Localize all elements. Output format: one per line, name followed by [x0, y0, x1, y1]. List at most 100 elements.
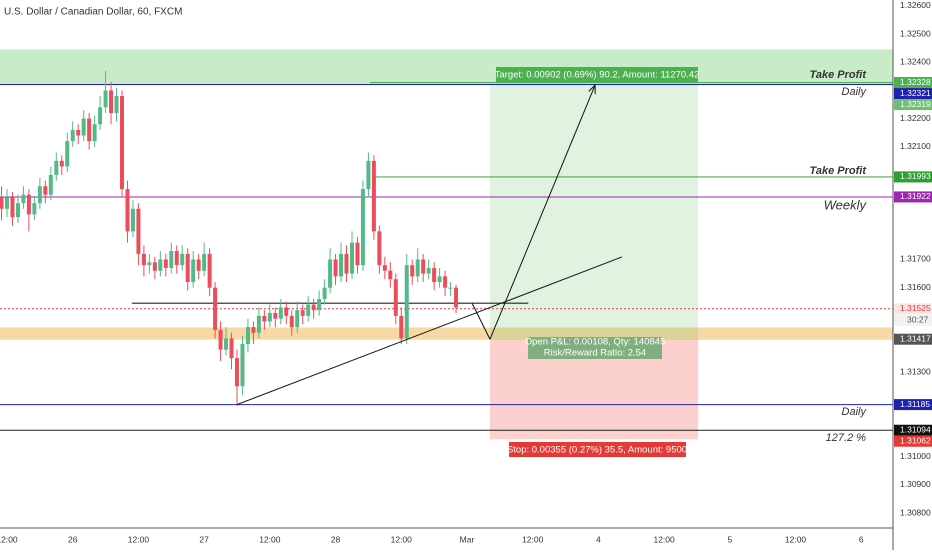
x-tick-label: 12:00 — [653, 534, 675, 544]
candle-body — [202, 253, 207, 271]
candle-body — [278, 307, 283, 319]
candle-body — [393, 279, 398, 316]
candle-body — [344, 253, 349, 274]
price-badge-label: 1.31185 — [900, 399, 930, 409]
candle-body — [0, 197, 4, 209]
y-tick-label: 1.32500 — [900, 28, 931, 38]
candle-body — [410, 265, 415, 277]
candle-body — [54, 160, 59, 175]
profit-area — [489, 85, 699, 340]
x-tick-label: Mar — [460, 534, 475, 544]
x-tick-label: 28 — [331, 534, 341, 544]
price-badge — [894, 191, 932, 203]
candle-body — [377, 231, 382, 266]
y-tick-label: 1.30900 — [900, 479, 931, 489]
candle-body — [191, 259, 196, 283]
candle-body — [306, 304, 311, 316]
candle-body — [180, 253, 185, 266]
candle-body — [399, 315, 404, 339]
candle-body — [284, 307, 289, 316]
y-tick-label: 1.32100 — [900, 141, 931, 151]
candle-body — [109, 90, 114, 113]
time-axis-bg — [0, 528, 893, 550]
y-tick-label: 1.30800 — [900, 507, 931, 517]
candle-body — [163, 259, 168, 268]
y-tick-label: 1.31300 — [900, 366, 931, 376]
x-tick-label: 12:00 — [522, 534, 544, 544]
candle-body — [114, 96, 119, 113]
x-tick-label: 27 — [199, 534, 209, 544]
candle-body — [432, 267, 437, 283]
candle-body — [404, 265, 409, 339]
candle-body — [130, 208, 135, 232]
pl-label-bg — [528, 337, 662, 359]
x-tick-label: 12:00 — [128, 534, 150, 544]
candle-body — [147, 262, 152, 266]
annotation: Take Profit — [810, 69, 868, 81]
stop-label-bg — [509, 442, 686, 457]
price-badge — [894, 303, 932, 315]
price-badge-label: 1.32328 — [900, 77, 931, 87]
candle-body — [10, 197, 15, 218]
price-badge — [894, 399, 932, 411]
chart-title: U.S. Dollar / Canadian Dollar, 60, FXCM — [4, 7, 182, 18]
candle-body — [15, 203, 20, 218]
candle-body — [43, 186, 48, 195]
y-tick-label: 1.31000 — [900, 451, 931, 461]
candle-body — [366, 160, 371, 190]
rr-label: Risk/Reward Ratio: 2.54 — [544, 348, 646, 359]
candle-body — [81, 118, 86, 136]
y-tick-label: 1.32400 — [900, 57, 931, 67]
zone — [0, 327, 894, 340]
candle-body — [174, 251, 179, 266]
candle-body — [339, 253, 344, 277]
price-badge-label: 1.31922 — [900, 191, 931, 201]
background-layer — [0, 49, 894, 440]
y-tick-label: 1.32600 — [900, 0, 931, 10]
price-badge-label: 1.31993 — [900, 171, 931, 181]
price-badge-label: 1.31094 — [900, 424, 931, 434]
candle-body — [218, 329, 223, 350]
zone — [0, 49, 894, 86]
candle-body — [37, 186, 42, 204]
candle-body — [273, 313, 278, 319]
x-tick-label: 4 — [596, 534, 601, 544]
candle-body — [196, 259, 201, 271]
countdown-bg — [894, 314, 932, 326]
candle-body — [349, 242, 354, 274]
candle-body — [120, 96, 125, 190]
candle-body — [322, 287, 327, 299]
annotation: Take Profit — [810, 165, 868, 177]
x-tick-label: 12:00 — [0, 534, 18, 544]
candle-body — [382, 265, 387, 271]
candle-body — [415, 259, 420, 277]
candle-body — [300, 310, 305, 316]
x-tick-label: 12:00 — [391, 534, 413, 544]
x-tick-label: 6 — [859, 534, 864, 544]
candle-body — [388, 270, 393, 280]
annotation: Daily — [842, 406, 868, 418]
price-badge-label: 1.32321 — [900, 88, 931, 98]
arrow-line — [489, 84, 596, 340]
candle-body — [311, 304, 316, 311]
trend-line — [471, 302, 491, 340]
candle-body — [295, 310, 300, 328]
x-tick-label: 12:00 — [785, 534, 807, 544]
annotation: 127.2 % — [826, 432, 867, 444]
candle-body — [443, 276, 448, 288]
candle-body — [125, 189, 130, 232]
price-badge — [894, 333, 932, 345]
candle-body — [371, 160, 376, 232]
price-badge — [894, 99, 932, 111]
candle-body — [213, 287, 218, 330]
arrow-head — [588, 83, 596, 95]
candle-body — [92, 124, 97, 142]
candle-body — [267, 313, 272, 322]
stop-label: Stop: 0.00355 (0.27%) 35.5, Amount: 9500 — [507, 445, 687, 456]
price-badge-label: 1.32319 — [900, 99, 931, 109]
price-badge-label: 1.31062 — [900, 435, 931, 445]
candle-body — [448, 287, 453, 289]
candle-body — [245, 327, 250, 345]
